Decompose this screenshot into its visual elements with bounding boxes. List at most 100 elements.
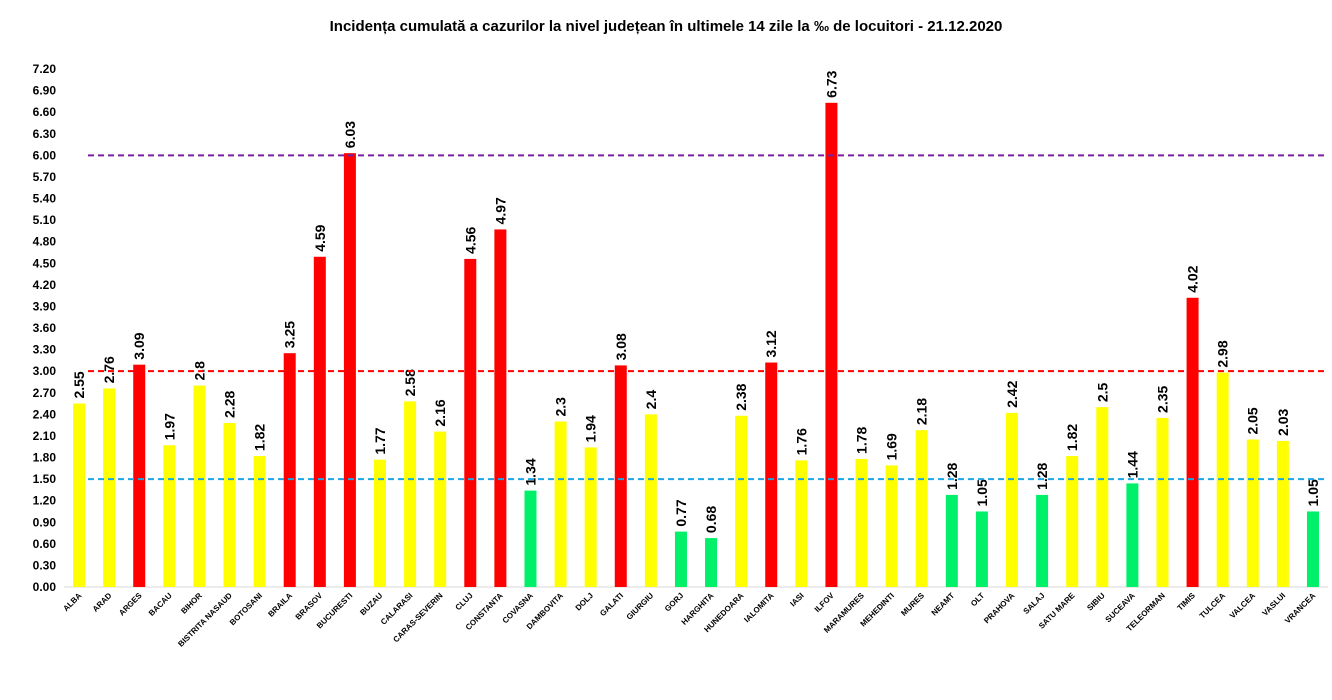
data-label: 1.34 xyxy=(522,458,538,485)
x-tick-label: ALBA xyxy=(61,591,83,613)
y-tick-label: 0.90 xyxy=(33,515,57,529)
bar xyxy=(584,447,597,587)
x-tick-label: VALCEA xyxy=(1228,591,1257,620)
y-tick-label: 5.40 xyxy=(33,192,57,206)
x-tick-label: OLT xyxy=(969,591,986,608)
data-label: 3.25 xyxy=(282,321,298,348)
data-label: 4.02 xyxy=(1185,265,1201,292)
bar xyxy=(1066,456,1079,587)
x-tick-label: SIBIU xyxy=(1085,591,1107,613)
y-tick-label: 1.80 xyxy=(33,451,57,465)
bar xyxy=(915,430,928,587)
data-label: 2.38 xyxy=(733,383,749,410)
data-label: 6.03 xyxy=(342,121,358,148)
data-label: 2.98 xyxy=(1215,340,1231,367)
bar xyxy=(524,490,537,587)
x-tick-label: ILFOV xyxy=(813,591,836,614)
data-label: 2.28 xyxy=(222,391,238,418)
data-label: 2.42 xyxy=(1004,380,1020,407)
bar xyxy=(434,431,447,587)
data-label: 1.05 xyxy=(974,479,990,506)
bar xyxy=(103,388,116,587)
data-label: 2.03 xyxy=(1275,408,1291,435)
bar xyxy=(343,153,356,588)
data-label: 1.69 xyxy=(884,433,900,460)
data-label: 1.94 xyxy=(583,415,599,442)
data-label: 2.16 xyxy=(432,399,448,426)
x-tick-label: IASI xyxy=(788,591,805,608)
bar xyxy=(1096,407,1109,587)
bar xyxy=(735,415,748,587)
bar xyxy=(1306,511,1319,587)
bar xyxy=(283,353,296,587)
y-tick-label: 4.20 xyxy=(33,278,57,292)
bar xyxy=(253,456,266,587)
y-tick-label: 6.60 xyxy=(33,105,57,119)
bar xyxy=(1156,417,1169,587)
bar xyxy=(825,102,838,587)
x-tick-label: ARAD xyxy=(91,591,114,614)
data-label: 2.35 xyxy=(1154,385,1170,412)
y-tick-label: 1.20 xyxy=(33,494,57,508)
y-tick-label: 2.10 xyxy=(33,429,57,443)
bar xyxy=(494,229,507,588)
y-tick-label: 5.70 xyxy=(33,170,57,184)
bar xyxy=(193,385,206,587)
y-tick-label: 4.50 xyxy=(33,256,57,270)
y-tick-label: 0.30 xyxy=(33,558,57,572)
data-label: 2.76 xyxy=(101,356,117,383)
y-tick-label: 7.20 xyxy=(33,62,57,76)
data-label: 1.28 xyxy=(944,462,960,489)
x-tick-label: SALAJ xyxy=(1022,591,1047,616)
bar xyxy=(404,401,417,587)
x-tick-label: PRAHOVA xyxy=(982,591,1016,625)
x-tick-label: ARGES xyxy=(117,591,144,618)
x-tick-label: BIHOR xyxy=(179,591,204,616)
data-label: 0.77 xyxy=(673,499,689,526)
data-label: 1.76 xyxy=(793,428,809,455)
data-label: 1.28 xyxy=(1034,462,1050,489)
data-label: 2.58 xyxy=(402,369,418,396)
y-tick-label: 3.60 xyxy=(33,321,57,335)
bar xyxy=(223,422,236,587)
y-tick-label: 6.00 xyxy=(33,148,57,162)
bar xyxy=(1126,483,1139,587)
data-label: 1.44 xyxy=(1124,451,1140,478)
x-tick-label: BRAILA xyxy=(266,591,294,619)
x-tick-label: BOTOSANI xyxy=(228,591,264,627)
bar xyxy=(614,365,627,587)
bar xyxy=(374,459,386,587)
y-tick-label: 3.00 xyxy=(33,364,57,378)
x-tick-label: VRANCEA xyxy=(1283,591,1317,625)
bar xyxy=(464,258,477,587)
y-tick-label: 0.60 xyxy=(33,537,57,551)
y-tick-label: 3.30 xyxy=(33,343,57,357)
bar xyxy=(674,531,687,587)
y-tick-label: 0.00 xyxy=(33,580,57,594)
x-tick-label: NEAMT xyxy=(930,591,957,618)
data-label: 1.97 xyxy=(161,413,177,440)
x-tick-label: BRASOV xyxy=(294,591,325,622)
bar xyxy=(1036,494,1049,587)
data-label: 0.68 xyxy=(703,506,719,533)
x-tick-label: GORJ xyxy=(663,591,685,613)
y-tick-label: 1.50 xyxy=(33,472,57,486)
x-tick-label: VASLUI xyxy=(1261,591,1288,618)
bar xyxy=(945,494,958,587)
y-tick-label: 2.70 xyxy=(33,386,57,400)
data-label: 2.5 xyxy=(1094,382,1110,402)
bar xyxy=(1186,297,1199,587)
x-tick-label: TIMIS xyxy=(1176,591,1198,613)
bar xyxy=(133,364,146,587)
x-tick-label: DOLJ xyxy=(574,591,595,612)
bar xyxy=(313,256,326,587)
bar xyxy=(73,403,86,587)
data-label: 4.97 xyxy=(492,197,508,224)
bar xyxy=(765,362,778,587)
data-label: 4.56 xyxy=(462,226,478,253)
x-tick-label: CLUJ xyxy=(454,591,475,612)
data-label: 2.4 xyxy=(643,390,659,410)
data-label: 1.05 xyxy=(1305,479,1321,506)
x-tick-label: BISTRITA NASAUD xyxy=(176,591,234,649)
